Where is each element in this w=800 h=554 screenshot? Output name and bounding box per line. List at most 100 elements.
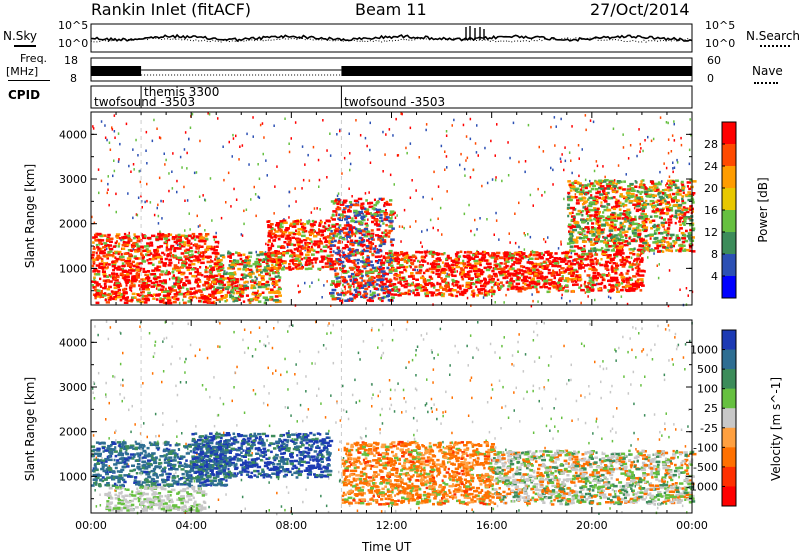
- echo-cell: [637, 190, 641, 194]
- echo-cell: [204, 235, 208, 238]
- echo-cell: [131, 279, 136, 283]
- echo-cell: [224, 294, 229, 297]
- echo-cell: [289, 238, 292, 242]
- echo-cell: [362, 233, 366, 236]
- echo-cell: [92, 241, 95, 244]
- echo-cell: [178, 244, 182, 248]
- echo-cell: [568, 230, 572, 233]
- scatter-cell: [182, 298, 184, 302]
- echo-cell: [333, 269, 337, 272]
- scatter-cell: [265, 242, 267, 246]
- echo-cell: [607, 279, 610, 283]
- echo-cell: [95, 243, 99, 247]
- echo-cell: [151, 263, 155, 266]
- echo-cell: [255, 266, 258, 270]
- echo-cell: [249, 275, 252, 279]
- echo-cell: [374, 218, 379, 222]
- echo-cell: [347, 260, 352, 263]
- echo-cell: [614, 223, 617, 227]
- echo-cell: [154, 267, 159, 270]
- echo-cell: [390, 293, 394, 296]
- echo-cell: [497, 287, 501, 290]
- echo-cell: [586, 222, 589, 225]
- echo-cell: [581, 249, 586, 252]
- echo-cell: [363, 234, 369, 238]
- echo-cell: [588, 249, 593, 253]
- echo-cell: [141, 257, 145, 260]
- echo-cell: [151, 269, 155, 272]
- echo-cell: [640, 251, 644, 255]
- echo-cell: [524, 255, 530, 258]
- scatter-cell: [145, 149, 147, 152]
- echo-cell: [592, 288, 595, 291]
- echo-cell: [217, 273, 222, 276]
- echo-cell: [543, 267, 548, 270]
- scatter-cell: [149, 201, 152, 204]
- echo-cell: [483, 266, 488, 270]
- echo-cell: [380, 241, 383, 245]
- echo-cell: [254, 296, 260, 299]
- echo-cell: [491, 279, 494, 282]
- echo-cell: [131, 292, 136, 296]
- echo-cell: [493, 257, 499, 261]
- echo-cell: [271, 251, 275, 254]
- echo-cell: [679, 227, 683, 230]
- echo-cell: [357, 243, 362, 247]
- echo-cell: [388, 251, 392, 254]
- scatter-cell: [401, 112, 403, 116]
- echo-cell: [256, 253, 260, 257]
- echo-cell: [298, 249, 302, 253]
- echo-cell: [272, 299, 276, 302]
- echo-cell: [594, 188, 599, 191]
- echo-cell: [370, 275, 374, 279]
- echo-cell: [386, 295, 389, 298]
- echo-cell: [112, 275, 116, 278]
- echo-cell: [204, 255, 210, 259]
- echo-cell: [187, 244, 191, 247]
- scatter-cell: [642, 149, 644, 153]
- echo-cell: [267, 240, 271, 243]
- echo-cell: [615, 281, 621, 285]
- scatter-cell: [144, 200, 146, 204]
- scatter-cell: [584, 269, 586, 273]
- echo-cell: [531, 271, 537, 275]
- scatter-cell: [158, 176, 161, 180]
- echo-cell: [167, 270, 170, 274]
- echo-cell: [584, 252, 589, 256]
- echo-cell: [593, 207, 597, 210]
- echo-cell: [614, 283, 619, 287]
- echo-cell: [98, 262, 104, 266]
- echo-cell: [568, 232, 573, 236]
- echo-cell: [271, 264, 274, 267]
- echo-cell: [135, 235, 140, 239]
- echo-cell: [386, 202, 389, 206]
- echo-cell: [279, 230, 283, 233]
- echo-cell: [187, 281, 192, 285]
- echo-cell: [594, 241, 597, 245]
- echo-cell: [591, 265, 595, 269]
- echo-cell: [587, 263, 590, 267]
- echo-cell: [329, 236, 333, 239]
- echo-cell: [201, 297, 205, 300]
- echo-cell: [462, 259, 465, 263]
- echo-cell: [131, 245, 135, 249]
- echo-cell: [463, 289, 468, 293]
- echo-cell: [213, 274, 219, 278]
- scatter-cell: [608, 272, 610, 275]
- echo-cell: [599, 240, 605, 243]
- echo-cell: [104, 244, 107, 248]
- scatter-cell: [113, 159, 115, 162]
- echo-cell: [198, 233, 202, 236]
- scatter-cell: [238, 158, 240, 161]
- echo-cell: [337, 293, 342, 296]
- echo-cell: [613, 253, 617, 256]
- echo-cell: [403, 280, 408, 283]
- echo-cell: [606, 268, 610, 272]
- echo-cell: [138, 237, 141, 240]
- echo-cell: [546, 290, 550, 294]
- echo-cell: [146, 253, 151, 257]
- echo-cell: [374, 234, 380, 237]
- scatter-cell: [544, 240, 547, 244]
- scatter-cell: [532, 299, 534, 303]
